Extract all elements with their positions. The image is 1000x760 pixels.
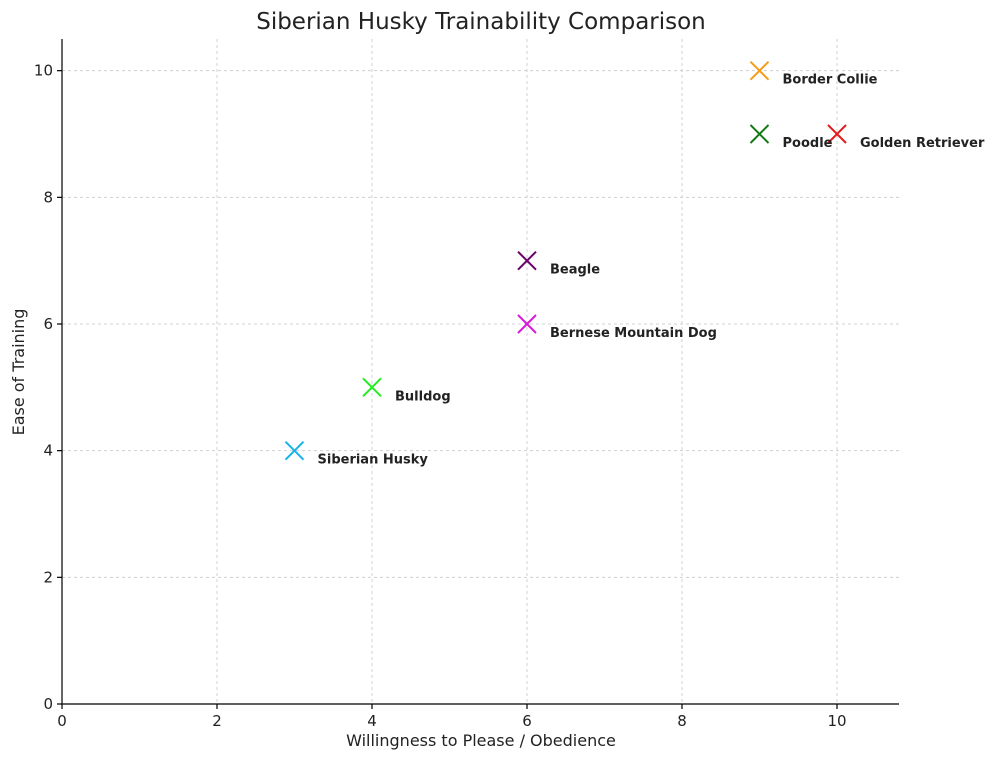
y-tick-label: 6 (43, 315, 53, 333)
x-tick-label: 6 (522, 712, 532, 730)
y-tick-label: 10 (34, 62, 53, 80)
x-axis-label: Willingness to Please / Obedience (346, 731, 616, 750)
ticks: 0 2 4 6 8 10 0 2 4 6 8 10 (34, 62, 847, 730)
y-tick-label: 2 (43, 568, 53, 586)
point-label: Golden Retriever (860, 136, 985, 151)
y-tick-label: 8 (43, 188, 53, 206)
y-tick-label: 0 (43, 695, 53, 713)
x-marker (284, 440, 305, 461)
point-label: Siberian Husky (318, 453, 429, 468)
x-marker (517, 314, 537, 334)
chart-title: Siberian Husky Trainability Comparison (256, 9, 706, 35)
data-point: Poodle (749, 124, 833, 151)
grid (61, 39, 899, 705)
point-label: Poodle (783, 136, 833, 151)
data-point: Border Collie (749, 60, 878, 88)
data-point: Beagle (517, 250, 600, 278)
x-marker (362, 377, 382, 398)
x-marker (517, 250, 537, 271)
point-label: Bernese Mountain Dog (550, 326, 717, 341)
data-point: Siberian Husky (284, 440, 429, 468)
data-point: Bernese Mountain Dog (517, 314, 717, 341)
axes (61, 39, 899, 705)
y-tick-label: 4 (43, 442, 53, 460)
x-tick-label: 4 (367, 712, 377, 730)
y-axis-label: Ease of Training (9, 309, 28, 436)
data-points: Siberian Husky Golden Retriever Border Col… (284, 60, 985, 468)
x-tick-label: 0 (57, 712, 67, 730)
x-tick-label: 2 (212, 712, 222, 730)
x-tick-label: 8 (677, 712, 687, 730)
x-marker (749, 60, 770, 81)
point-label: Beagle (550, 263, 600, 278)
x-tick-label: 10 (827, 712, 846, 730)
point-label: Bulldog (395, 389, 451, 404)
point-label: Border Collie (783, 73, 878, 88)
data-point: Bulldog (362, 377, 451, 404)
x-marker (827, 124, 847, 144)
x-marker (749, 124, 770, 144)
data-point: Golden Retriever (827, 124, 985, 151)
